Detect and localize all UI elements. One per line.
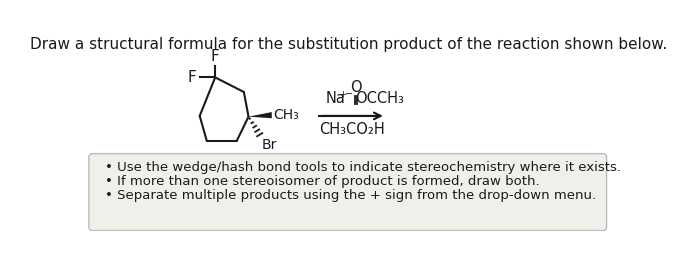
Text: $^+$: $^+$: [339, 90, 349, 103]
Text: $^{-}$: $^{-}$: [344, 90, 353, 104]
Text: Na: Na: [325, 91, 345, 106]
Text: • If more than one stereoisomer of product is formed, draw both.: • If more than one stereoisomer of produ…: [105, 175, 540, 188]
Text: Br: Br: [262, 138, 277, 152]
Text: O: O: [350, 80, 361, 95]
Text: F: F: [211, 49, 220, 63]
FancyBboxPatch shape: [89, 154, 607, 231]
Text: CH₃CO₂H: CH₃CO₂H: [320, 122, 386, 137]
Text: CH₃: CH₃: [273, 108, 299, 122]
Text: • Use the wedge/hash bond tools to indicate stereochemistry where it exists.: • Use the wedge/hash bond tools to indic…: [105, 161, 621, 174]
Text: F: F: [188, 70, 197, 85]
Polygon shape: [248, 112, 272, 118]
Text: OCCH₃: OCCH₃: [356, 91, 405, 106]
Text: • Separate multiple products using the + sign from the drop-down menu.: • Separate multiple products using the +…: [105, 189, 596, 202]
Text: Draw a structural formula for the substitution product of the reaction shown bel: Draw a structural formula for the substi…: [30, 37, 667, 52]
